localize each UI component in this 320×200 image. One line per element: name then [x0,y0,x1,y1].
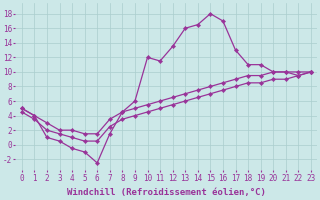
X-axis label: Windchill (Refroidissement éolien,°C): Windchill (Refroidissement éolien,°C) [67,188,266,197]
